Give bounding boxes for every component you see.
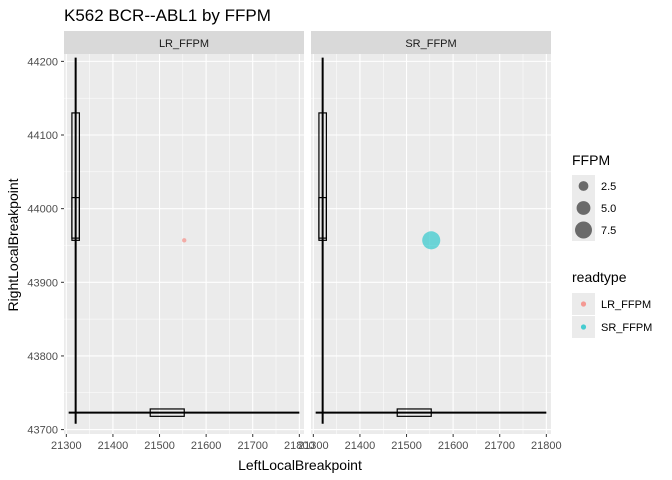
- color-legend: readtype LR_FFPM SR_FFPM: [572, 269, 652, 338]
- y-tick-label: 43700: [27, 425, 58, 437]
- x-tick-label: 21400: [345, 440, 376, 452]
- y-tick-label: 44200: [27, 56, 58, 68]
- color-legend-label: SR_FFPM: [601, 322, 652, 334]
- color-legend-title: readtype: [572, 269, 627, 285]
- breakpoint-horizontal-box: [149, 408, 185, 417]
- size-legend-label: 2.5: [601, 181, 616, 193]
- x-tick-label: 21500: [144, 440, 175, 452]
- x-tick-label: 21400: [98, 440, 129, 452]
- strip-label: LR_FFPM: [159, 38, 209, 50]
- x-tick-label: 21600: [438, 440, 469, 452]
- panel-sr-ffpm: SR_FFPM 21300 21400 21500 21600 21700 21800: [298, 31, 562, 452]
- x-axis-title: LeftLocalBreakpoint: [238, 457, 362, 473]
- y-tick-label: 43800: [27, 351, 58, 363]
- breakpoint-vertical-box: [71, 197, 80, 239]
- size-legend-title: FFPM: [572, 152, 610, 168]
- size-legend-key: [578, 181, 589, 191]
- x-tick-label: 21700: [484, 440, 515, 452]
- y-tick-label: 44000: [27, 204, 58, 216]
- panel-background: [64, 54, 304, 434]
- x-tick-label: 21500: [391, 440, 422, 452]
- x-tick-label: 21600: [191, 440, 222, 452]
- data-point: [182, 238, 187, 243]
- size-legend-key: [576, 201, 591, 215]
- size-legend-label: 5.0: [601, 203, 616, 215]
- x-tick-label: 21300: [298, 440, 329, 452]
- x-tick-label: 21800: [531, 440, 562, 452]
- size-legend: FFPM 2.5 5.0 7.5: [572, 152, 616, 241]
- strip-label: SR_FFPM: [405, 38, 456, 50]
- x-tick-label: 21300: [51, 440, 82, 452]
- panel-lr-ffpm: LR_FFPM 21300 21400 21500 21600 21700 21800: [51, 31, 315, 452]
- breakpoint-vertical-box: [318, 197, 327, 239]
- y-axis-ticks: 43700 43800 43900 44000 44100 44200: [27, 56, 64, 437]
- strip-background: [64, 31, 304, 54]
- chart-title: K562 BCR--ABL1 by FFPM: [64, 6, 271, 25]
- x-tick-label: 21700: [237, 440, 268, 452]
- color-legend-key: [580, 301, 587, 307]
- data-point: [422, 231, 441, 250]
- y-tick-label: 43900: [27, 277, 58, 289]
- breakpoint-vertical-box: [71, 112, 80, 241]
- size-legend-key: [575, 221, 592, 239]
- color-legend-label: LR_FFPM: [601, 299, 651, 311]
- strip-background: [311, 31, 551, 54]
- color-legend-key: [580, 324, 587, 330]
- size-legend-label: 7.5: [601, 225, 616, 237]
- y-axis-title: RightLocalBreakpoint: [5, 178, 21, 311]
- y-tick-label: 44100: [27, 130, 58, 142]
- x-tick-label: 21800: [284, 440, 315, 452]
- breakpoint-vertical-box: [318, 112, 327, 241]
- breakpoint-horizontal-box: [396, 408, 432, 417]
